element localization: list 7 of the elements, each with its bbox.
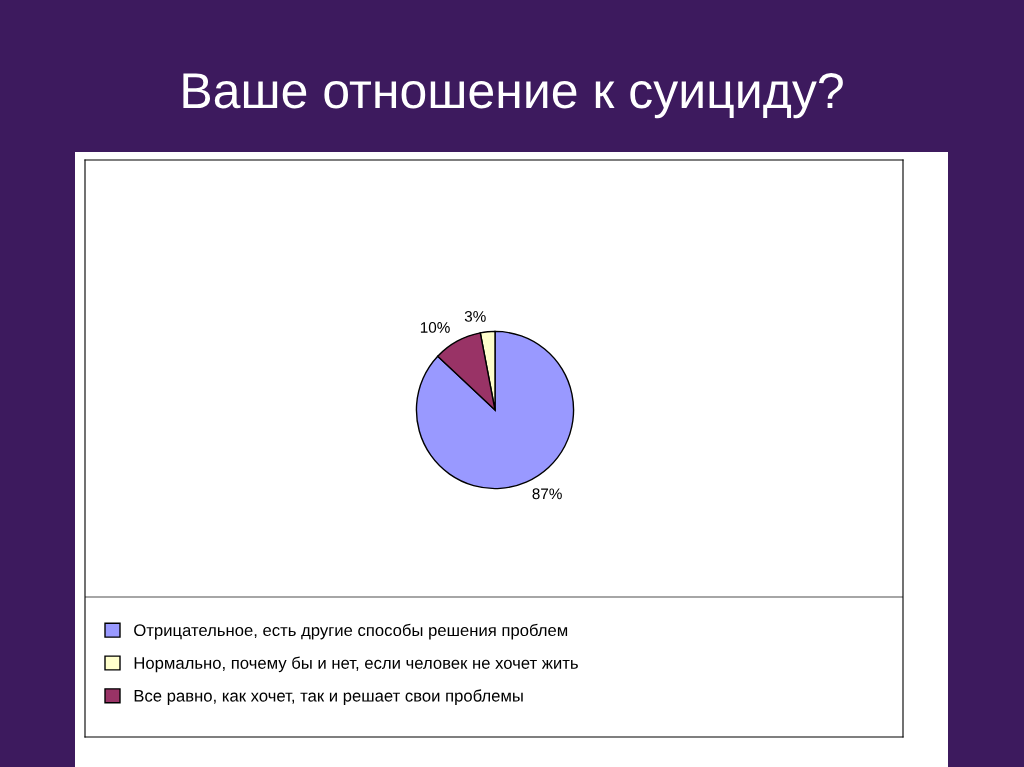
legend-label: Нормально, почему бы и нет, если человек не хочет жить (134, 656, 578, 673)
chart-title: Ваше отношение к суициду? (183, 73, 843, 119)
data-label: 10% (420, 322, 450, 333)
data-label: 3% (464, 310, 486, 322)
data-label: 87% (532, 488, 562, 500)
legend-label: Отрицательное, есть другие способы решения проблем (134, 623, 568, 640)
legend-label: Все равно, как хочет, так и решает свои проблемы (134, 689, 523, 705)
